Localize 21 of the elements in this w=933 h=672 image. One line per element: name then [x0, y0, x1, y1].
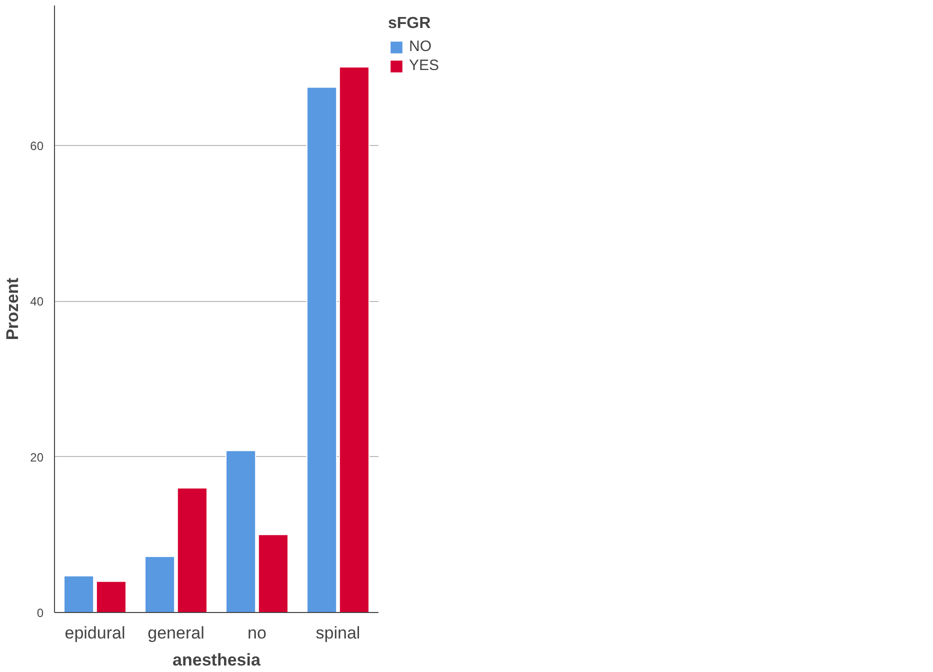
bar	[258, 534, 288, 612]
bar	[306, 86, 338, 612]
x-tick-label: no	[248, 624, 266, 642]
y-tick-label: 0	[36, 606, 44, 620]
bar	[176, 487, 208, 612]
legend-label: YES	[409, 57, 440, 74]
x-axis-title: anesthesia	[172, 650, 261, 670]
bar	[144, 556, 176, 612]
x-tick-label: epidural	[64, 624, 126, 642]
bar	[64, 575, 94, 612]
bar	[338, 66, 370, 612]
legend-label: NO	[409, 38, 432, 55]
y-tick-label: 20	[30, 450, 44, 464]
legend-title: sFGR	[388, 15, 432, 33]
bar	[96, 580, 126, 612]
y-tick-label: 60	[30, 139, 44, 154]
x-tick-label: general	[148, 624, 204, 642]
y-axis-title: Prozent	[3, 277, 22, 340]
y-tick-label: 40	[30, 294, 44, 309]
x-tick-label: spinal	[316, 624, 360, 642]
bar	[226, 450, 256, 612]
